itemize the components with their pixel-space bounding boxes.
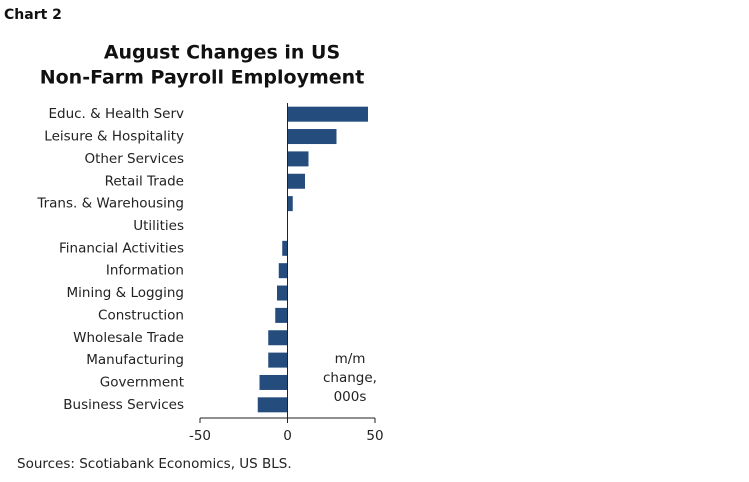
bar	[259, 374, 288, 390]
chart-title: Non-Farm Payroll Employment	[40, 67, 365, 89]
y-tick-label: Leisure & Hospitality	[44, 129, 184, 145]
y-tick-label: Information	[106, 263, 184, 279]
bar	[275, 307, 288, 323]
y-tick-label: Manufacturing	[86, 352, 184, 368]
bar	[277, 285, 288, 301]
bar	[287, 151, 309, 167]
y-tick-label: Other Services	[84, 151, 184, 167]
y-tick-label: Government	[100, 374, 184, 390]
bar	[257, 397, 288, 413]
bar	[278, 263, 288, 279]
y-tick-label: Business Services	[63, 397, 184, 413]
y-tick-label: Retail Trade	[105, 173, 184, 189]
bar	[282, 240, 288, 256]
annotation: 000s	[334, 389, 367, 405]
bar	[268, 352, 288, 368]
source: Sources: Scotiabank Economics, US BLS.	[17, 456, 292, 472]
x-tick-label: 50	[366, 428, 383, 444]
y-tick-label: Utilities	[133, 218, 184, 234]
y-tick-label: Wholesale Trade	[73, 330, 184, 346]
annotation: m/m	[335, 351, 366, 367]
y-tick-label: Financial Activities	[59, 240, 184, 256]
bar	[287, 129, 337, 145]
y-tick-label: Mining & Logging	[67, 285, 185, 301]
bar	[287, 106, 368, 122]
y-tick-label: Educ. & Health Serv	[48, 106, 184, 122]
bar	[287, 196, 293, 212]
x-tick-label: -50	[189, 428, 211, 444]
x-tick-label: 0	[283, 428, 292, 444]
y-tick-label: Trans. & Warehousing	[36, 196, 184, 212]
chart-label: Chart 2	[4, 7, 62, 23]
annotation: change,	[323, 370, 377, 386]
bar	[268, 330, 288, 346]
y-tick-label: Construction	[98, 307, 184, 323]
chart-title: August Changes in US	[104, 42, 340, 64]
bar	[287, 173, 305, 189]
